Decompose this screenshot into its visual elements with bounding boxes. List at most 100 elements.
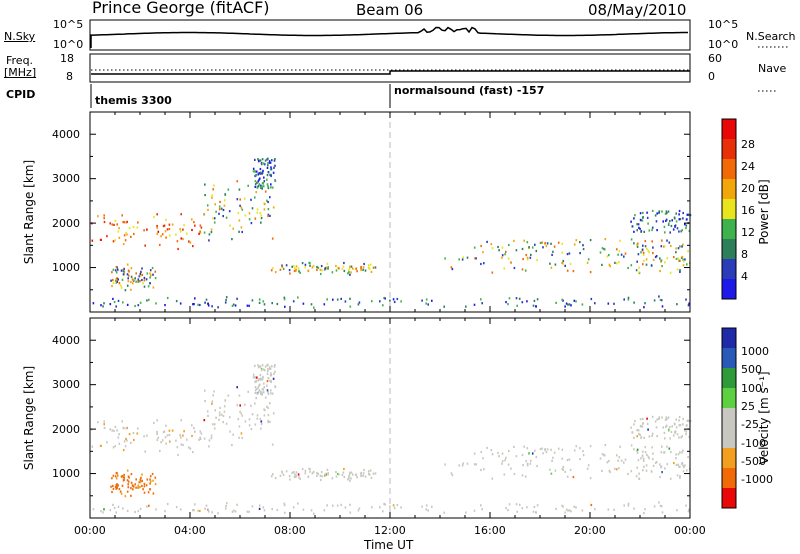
velocity-cell xyxy=(350,471,353,474)
power-cell xyxy=(644,240,647,243)
power-cell xyxy=(590,297,593,301)
power-cell xyxy=(260,185,263,188)
velocity-cell xyxy=(143,485,146,488)
nsearch-tick-bottom: 10^0 xyxy=(708,38,739,51)
velocity-cell xyxy=(431,505,433,508)
power-cell xyxy=(568,252,571,255)
velocity-cell xyxy=(521,453,524,457)
power-cell xyxy=(601,263,603,266)
power-cell xyxy=(127,269,130,272)
power-cell xyxy=(214,203,216,206)
velocity-cell xyxy=(587,464,590,467)
velocity-cell xyxy=(654,461,657,465)
power-cell xyxy=(617,253,619,256)
power-cell xyxy=(480,298,482,301)
power-cell xyxy=(115,265,118,269)
power-cell xyxy=(624,252,627,255)
power-cell xyxy=(273,166,275,169)
power-cell xyxy=(643,230,645,233)
power-cbar-tick-4: 4 xyxy=(741,270,748,283)
velocity-cell xyxy=(392,504,395,507)
power-cell xyxy=(213,221,216,224)
velocity-cell xyxy=(122,449,125,452)
power-cell xyxy=(630,264,633,267)
velocity-cell xyxy=(114,475,117,478)
velocity-cell xyxy=(321,475,323,478)
velocity-cell xyxy=(260,369,263,372)
power-cell xyxy=(665,210,668,213)
velocity-cell xyxy=(114,425,117,428)
velocity-cell xyxy=(513,472,516,476)
power-cell xyxy=(639,227,641,230)
velocity-colorbar-label: Velocity [m s⁻¹] xyxy=(757,371,771,464)
velocity-cell xyxy=(311,472,314,475)
power-cell xyxy=(638,266,640,269)
power-cell xyxy=(204,301,206,304)
power-cell xyxy=(139,301,142,304)
velocity-cell xyxy=(675,463,678,466)
velocity-cell xyxy=(529,462,532,465)
power-cell xyxy=(111,284,113,288)
velocity-cell xyxy=(180,419,182,422)
power-cell xyxy=(199,303,201,307)
power-cell xyxy=(112,281,115,284)
freq-panel-frame xyxy=(89,53,691,83)
velocity-cell xyxy=(258,504,261,507)
velocity-cell xyxy=(133,438,135,442)
velocity-cell xyxy=(358,507,361,510)
velocity-colorbar-step xyxy=(722,408,736,429)
velocity-cell xyxy=(142,488,144,491)
power-cell xyxy=(645,263,648,266)
velocity-cell xyxy=(240,432,243,435)
power-colorbar-step xyxy=(722,179,736,200)
velocity-cell xyxy=(102,511,104,514)
power-cell xyxy=(283,298,286,301)
power-cell xyxy=(145,278,148,281)
velocity-cell xyxy=(507,509,509,512)
power-cell xyxy=(681,229,683,232)
power-cell xyxy=(340,297,342,300)
velocity-cell xyxy=(508,449,510,453)
power-cell xyxy=(466,256,469,259)
power-cell xyxy=(651,240,653,243)
power-cell xyxy=(343,269,346,273)
power-cell xyxy=(122,301,124,304)
power-cell xyxy=(182,228,184,231)
power-cell xyxy=(344,300,347,303)
velocity-cell xyxy=(250,428,253,431)
velocity-cbar-tick-m1000: -1000 xyxy=(741,473,773,486)
velocity-cell xyxy=(475,463,477,466)
velocity-cell xyxy=(638,472,640,475)
power-cell xyxy=(668,222,670,225)
power-cell xyxy=(121,278,124,281)
velocity-cell xyxy=(270,475,273,478)
velocity-cell xyxy=(272,412,275,415)
power-cell xyxy=(263,303,266,306)
velocity-cell xyxy=(642,459,645,462)
power-cell xyxy=(636,223,638,226)
velocity-cell xyxy=(268,366,271,369)
velocity-cell xyxy=(153,421,155,425)
velocity-cell xyxy=(234,510,237,513)
power-cell xyxy=(255,191,257,194)
power-cell xyxy=(149,272,151,275)
power-cell xyxy=(552,250,554,253)
power-cell xyxy=(685,218,688,221)
power-cell xyxy=(682,217,684,220)
power-cell xyxy=(642,253,645,256)
velocity-cell xyxy=(658,416,661,419)
power-cell xyxy=(237,212,240,215)
power-cell xyxy=(393,300,396,304)
velocity-cell xyxy=(261,378,263,381)
power-cell xyxy=(635,269,638,272)
velocity-cell xyxy=(159,449,161,452)
velocity-ylabel: Slant Range [km] xyxy=(22,366,36,470)
velocity-cell xyxy=(267,419,270,422)
power-cell xyxy=(281,265,284,268)
velocity-cell xyxy=(100,510,102,513)
power-cell xyxy=(206,204,209,207)
power-cell xyxy=(269,161,272,164)
power-cell xyxy=(462,256,464,259)
velocity-cell xyxy=(116,486,118,489)
velocity-colorbar xyxy=(721,327,737,509)
